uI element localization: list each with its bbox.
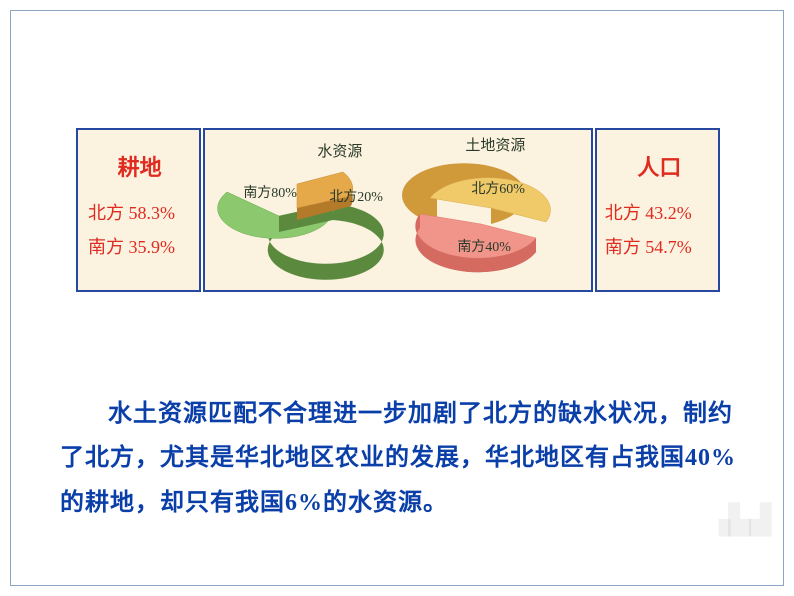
water-south-label: 南方80% bbox=[243, 182, 297, 202]
water-pie-title: 水资源 bbox=[317, 140, 362, 161]
arable-land-cell: 耕地 北方 58.3% 南方 35.9% bbox=[76, 128, 201, 292]
arable-title: 耕地 bbox=[88, 150, 191, 182]
info-table: 耕地 北方 58.3% 南方 35.9% 水资源 南方80% 北方20% bbox=[76, 128, 720, 292]
water-north-label: 北方20% bbox=[329, 186, 383, 206]
summary-paragraph: 水土资源匹配不合理进一步加剧了北方的缺水状况，制约了北方，尤其是华北地区农业的发… bbox=[60, 392, 740, 525]
population-north: 北方 43.2% bbox=[605, 196, 714, 230]
land-north-label: 北方60% bbox=[471, 178, 525, 198]
land-pie-chart bbox=[399, 134, 592, 292]
arable-north: 北方 58.3% bbox=[88, 196, 191, 230]
pie-charts-cell: 水资源 南方80% 北方20% 土地资源 北方60% 南方40% bbox=[203, 128, 592, 292]
watermark: ▗▙▟ bbox=[708, 503, 770, 536]
land-pie-title: 土地资源 bbox=[465, 134, 525, 155]
land-south-label: 南方40% bbox=[457, 236, 511, 256]
arable-south: 南方 35.9% bbox=[88, 230, 191, 264]
water-pie-chart bbox=[205, 132, 405, 292]
population-south: 南方 54.7% bbox=[605, 230, 714, 264]
population-cell: 人口 北方 43.2% 南方 54.7% bbox=[595, 128, 720, 292]
population-title: 人口 bbox=[605, 150, 714, 182]
